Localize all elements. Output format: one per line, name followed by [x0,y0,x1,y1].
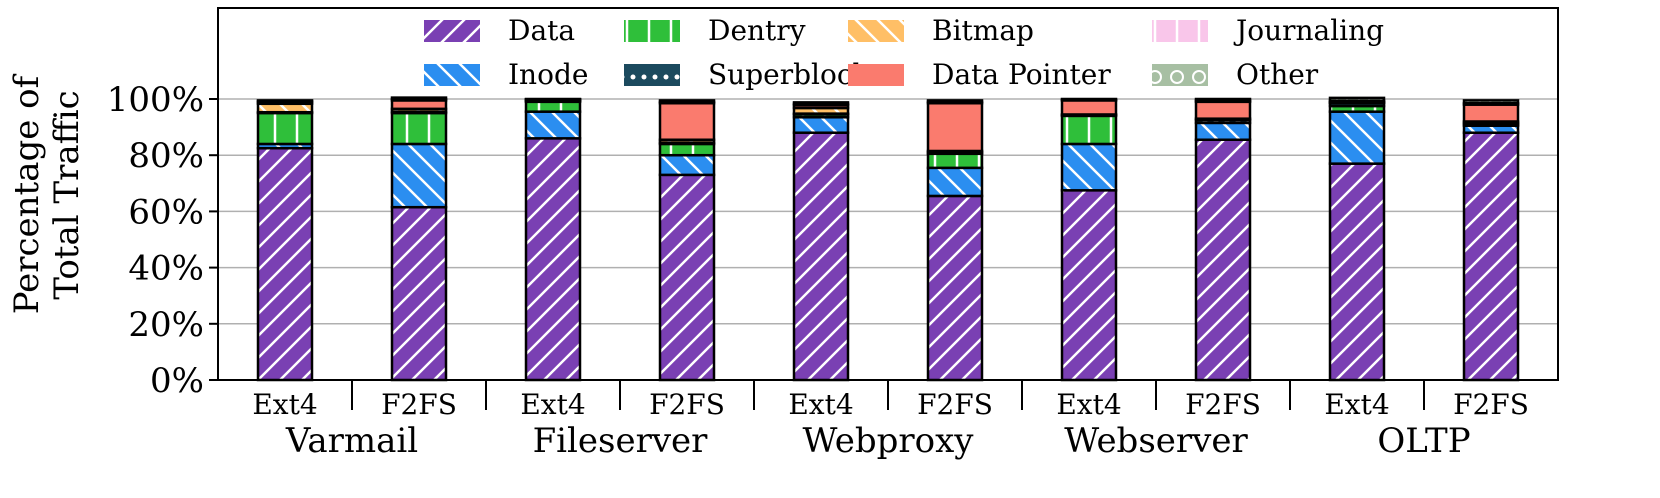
bar-segment-webserver-ext4-dentry [1060,114,1118,146]
legend-swatch-bitmap [848,20,904,42]
group-label-webserver: Webserver [1064,421,1248,461]
y-tick-label: 20% [128,305,204,345]
legend-swatch-data [424,20,480,42]
bar-segment-webproxy-f2fs-data [926,194,984,382]
legend-label: Dentry [708,14,806,47]
bar-segment-fileserver-f2fs-dentry [658,142,716,157]
group-label-webproxy: Webproxy [803,421,975,461]
legend-label: Other [1236,58,1319,91]
legend-label: Journaling [1233,14,1384,47]
y-tick-label: 100% [107,80,204,120]
y-tick-label: 80% [128,136,204,176]
bar-segment-webproxy-f2fs-inode [926,166,984,198]
bar-segment-webserver-f2fs-data [1194,138,1252,382]
bar-segment-webserver-ext4-inode [1060,142,1118,192]
bar-label: F2FS [649,388,725,421]
bar-segment-webproxy-f2fs-data-pointer [926,101,984,153]
bar-segment-varmail-ext4-other [256,99,314,103]
y-tick-label: 60% [128,192,204,232]
bar-segment-varmail-f2fs-inode [390,142,448,209]
bar-segment-oltp-f2fs-data [1462,131,1520,382]
legend-swatch-data-pointer [848,64,904,86]
legend-label: Superblock [708,58,871,91]
bar-segment-webproxy-ext4-data [792,131,850,382]
bar-segment-fileserver-f2fs-data-pointer [658,101,716,141]
y-axis-label-line-2: Total Traffic [47,90,87,299]
legend-swatch-journaling [1152,20,1208,42]
bar-segment-webproxy-ext4-other [792,101,850,106]
legend-swatch-dentry [624,20,680,42]
bar-segment-oltp-ext4-data [1328,162,1386,382]
bar-segment-fileserver-ext4-inode [524,110,582,140]
bar-segment-varmail-f2fs-dentry [390,111,448,146]
bar-segment-webserver-f2fs-data-pointer [1194,100,1252,120]
bar-segment-oltp-ext4-inode [1328,110,1386,165]
bars [256,96,1520,382]
bar-label: Ext4 [252,388,317,421]
bar-segment-fileserver-ext4-dentry [524,100,582,113]
bar-segment-webserver-f2fs-other [1194,97,1252,102]
bar-segment-webserver-ext4-other [1060,97,1118,102]
y-tick-label: 40% [128,249,204,289]
legend-label: Inode [508,58,588,91]
bar-segment-fileserver-ext4-other [524,97,582,101]
bar-segment-oltp-f2fs-other [1462,99,1520,105]
bar-segment-fileserver-f2fs-data [658,173,716,382]
bar-label: F2FS [381,388,457,421]
bar-label: Ext4 [520,388,585,421]
bar-segment-fileserver-ext4-data [524,137,582,382]
bar-label: Ext4 [1056,388,1121,421]
bar-label: F2FS [917,388,993,421]
bar-segment-webserver-ext4-data-pointer [1060,99,1118,116]
bar-segment-webserver-ext4-data [1060,189,1118,382]
bar-segment-varmail-ext4-dentry [256,111,314,146]
legend: Data Inode Dentry Superblock Bitmap Data Poin… [424,14,1384,91]
legend-label: Data Pointer [932,58,1111,91]
y-axis-ticks: 0% 20% 40% 60% 80% 100% [107,80,218,401]
bar-segment-webproxy-ext4-inode [792,116,850,134]
group-label-oltp: OLTP [1377,421,1470,461]
y-tick-label: 0% [150,361,204,401]
bar-label: F2FS [1185,388,1261,421]
group-label-fileserver: Fileserver [533,421,709,461]
bar-label: Ext4 [788,388,853,421]
legend-swatch-inode [424,64,480,86]
legend-swatch-other [1152,64,1208,86]
bar-segment-varmail-f2fs-data [390,205,448,382]
legend-swatch-superblock [624,64,680,86]
bar-segment-oltp-ext4-other [1328,96,1386,102]
bar-segment-varmail-f2fs-data-pointer [390,99,448,111]
legend-label: Bitmap [932,14,1034,47]
bar-label: Ext4 [1324,388,1389,421]
bar-segment-varmail-f2fs-other [390,96,448,101]
bar-segment-webproxy-f2fs-other [926,99,984,104]
bar-segment-webserver-f2fs-inode [1194,121,1252,141]
bar-segment-oltp-f2fs-data-pointer [1462,103,1520,123]
y-axis-label-line-1: Percentage of [7,73,47,314]
bar-segment-webproxy-f2fs-dentry [926,152,984,170]
bar-segment-varmail-ext4-data [256,146,314,382]
bar-segment-fileserver-f2fs-inode [658,153,716,177]
legend-label: Data [508,14,575,47]
bar-segment-varmail-ext4-bitmap [256,102,314,114]
group-label-varmail: Varmail [285,421,418,461]
bar-segment-fileserver-f2fs-other [658,99,716,104]
bar-label: F2FS [1453,388,1529,421]
